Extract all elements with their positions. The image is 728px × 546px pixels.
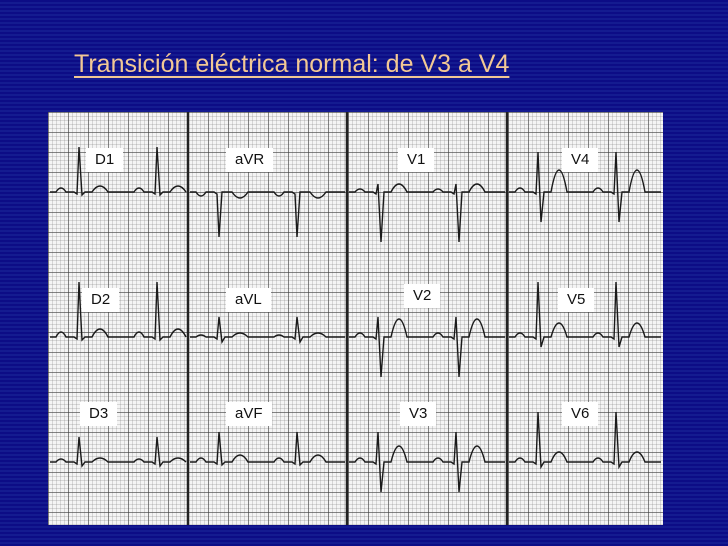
ecg-trace-v6 bbox=[509, 411, 661, 470]
ecg-trace-d1 bbox=[50, 146, 187, 197]
lead-label-avl: aVL bbox=[226, 288, 271, 312]
ecg-trace-v5 bbox=[509, 281, 661, 348]
lead-label-d3: D3 bbox=[80, 402, 118, 426]
ecg-trace-d2 bbox=[50, 281, 187, 342]
ecg-trace-avr bbox=[190, 191, 345, 238]
ecg-waveforms bbox=[50, 112, 661, 525]
lead-label-avf: aVF bbox=[226, 402, 272, 426]
ecg-trace-d3 bbox=[50, 436, 187, 468]
lead-label-v6: V6 bbox=[562, 402, 599, 426]
ecg-trace-v3 bbox=[349, 431, 505, 493]
ecg-trace-avf bbox=[190, 431, 345, 467]
lead-label-v1: V1 bbox=[398, 148, 435, 172]
ecg-trace-v4 bbox=[509, 151, 661, 223]
ecg-tracing-image: D1 aVR V1 V4 D2 aVL V2 V5 D3 aVF V3 V6 bbox=[48, 112, 663, 525]
ecg-trace-v2 bbox=[349, 316, 505, 378]
lead-label-v5: V5 bbox=[558, 288, 595, 312]
lead-label-v4: V4 bbox=[562, 148, 599, 172]
slide-title: Transición eléctrica normal: de V3 a V4 bbox=[74, 50, 510, 78]
lead-label-v3: V3 bbox=[400, 402, 437, 426]
lead-label-d2: D2 bbox=[82, 288, 120, 312]
lead-label-avr: aVR bbox=[226, 148, 274, 172]
ecg-trace-avl bbox=[190, 316, 345, 345]
ecg-trace-v1 bbox=[349, 183, 505, 243]
lead-label-v2: V2 bbox=[404, 284, 441, 308]
lead-label-d1: D1 bbox=[86, 148, 124, 172]
